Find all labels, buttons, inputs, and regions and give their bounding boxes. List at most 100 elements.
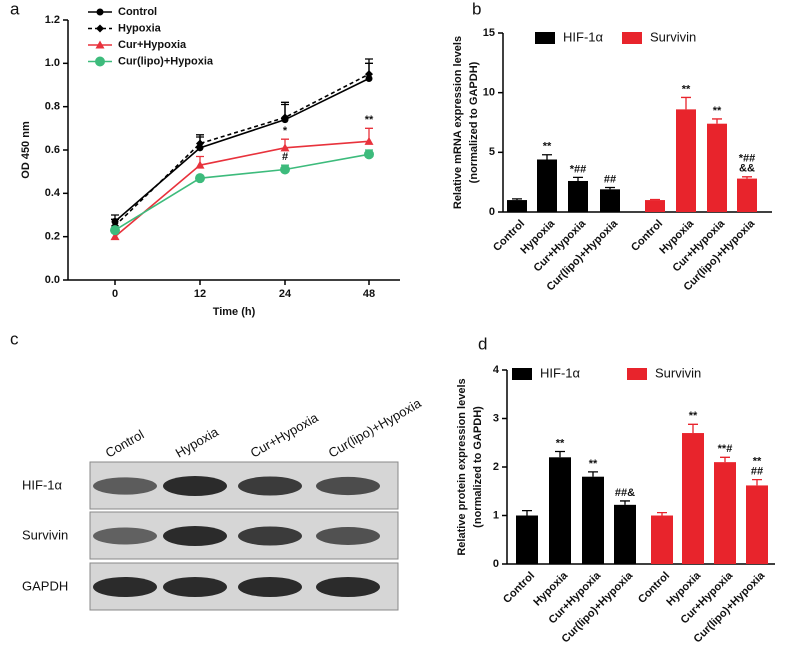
error-bar	[542, 154, 552, 160]
marker	[196, 139, 204, 148]
blot-band	[316, 527, 380, 545]
significance: ##	[604, 173, 616, 185]
y-axis-label: Relative mRNA expression levels	[452, 36, 464, 209]
y-tick-label: 4	[493, 364, 500, 376]
significance: **	[713, 105, 722, 117]
error-bar	[742, 176, 752, 179]
y-tick-label: 0.0	[45, 274, 60, 286]
significance: ##	[751, 466, 763, 478]
marker	[96, 24, 104, 33]
marker	[364, 136, 374, 145]
y-tick-label: 0.2	[45, 231, 60, 243]
legend-label: Cur(lipo)+Hypoxia	[118, 55, 214, 67]
lane-label: Cur(lipo)+Hypoxia	[326, 395, 425, 461]
y-tick-label: 0.4	[45, 187, 61, 199]
y-axis-label: (normalized to GAPDH)	[468, 61, 480, 183]
legend-swatch	[622, 32, 642, 44]
bar	[676, 109, 696, 212]
x-tick-label: 24	[279, 288, 292, 300]
line	[114, 73, 370, 227]
legend-swatch	[627, 368, 647, 380]
line	[114, 153, 370, 231]
significance: **#	[718, 443, 733, 455]
y-tick-label: 0.6	[45, 144, 60, 156]
bar	[507, 200, 527, 212]
bar	[568, 180, 588, 212]
marker	[110, 232, 120, 241]
row-label: Survivin	[22, 527, 68, 542]
marker	[365, 75, 373, 82]
bar	[651, 515, 673, 564]
bar	[707, 123, 727, 212]
panel-label: a	[10, 0, 20, 18]
blot-band	[163, 577, 227, 597]
legend-label: Survivin	[655, 365, 701, 380]
significance: **	[753, 456, 762, 468]
error-bar	[720, 456, 730, 463]
bar	[746, 485, 768, 564]
blot-band	[93, 577, 157, 597]
blot-band	[163, 476, 227, 496]
bar	[714, 462, 736, 564]
marker	[280, 143, 290, 152]
panel-label: d	[478, 334, 487, 353]
error-bar	[712, 118, 722, 124]
significance: **	[689, 410, 698, 422]
marker	[195, 173, 205, 184]
y-tick-label: 15	[483, 27, 495, 39]
legend-label: HIF-1α	[540, 365, 581, 380]
x-tick-label: 12	[194, 288, 206, 300]
significance: **	[556, 437, 565, 449]
error-bar	[555, 450, 565, 458]
error-bar	[752, 478, 762, 486]
blot-band	[316, 577, 380, 597]
y-axis-label: (normalized to GAPDH)	[472, 406, 484, 528]
blot-band	[238, 476, 302, 496]
marker	[110, 225, 120, 236]
y-tick-label: 3	[493, 412, 499, 424]
legend-label: Cur+Hypoxia	[118, 39, 187, 51]
significance: **	[589, 458, 598, 470]
significance: &&	[739, 163, 755, 175]
bar	[737, 178, 757, 212]
marker	[364, 149, 374, 160]
x-tick-label: 0	[112, 288, 118, 300]
error-bar	[588, 471, 598, 477]
panel-label: b	[472, 0, 481, 18]
bar	[582, 476, 604, 564]
lane-label: Hypoxia	[173, 424, 222, 461]
significance: **	[365, 114, 374, 126]
y-axis-label: OD 450 nm	[20, 121, 32, 179]
significance: *	[283, 125, 288, 137]
blot-band	[93, 527, 157, 545]
marker	[95, 40, 105, 49]
y-tick-label: 0.8	[45, 101, 60, 113]
marker	[281, 113, 289, 122]
y-tick-label: 0	[489, 206, 495, 218]
bar	[516, 515, 538, 564]
blot-band	[163, 526, 227, 546]
significance: *##	[739, 153, 756, 165]
error-bar	[605, 186, 615, 190]
significance: ##&	[615, 487, 635, 499]
y-tick-label: 1.2	[45, 14, 60, 26]
significance: #	[282, 151, 288, 163]
y-axis-label: Relative protein expression levels	[456, 378, 468, 555]
significance: **	[682, 83, 691, 95]
marker	[96, 8, 104, 16]
error-bar	[681, 96, 691, 110]
legend-label: HIF-1α	[563, 29, 604, 44]
row-label: HIF-1α	[22, 477, 63, 492]
blot-band	[93, 477, 157, 495]
bar	[645, 200, 665, 212]
y-tick-label: 2	[493, 461, 499, 473]
y-tick-label: 1	[493, 509, 499, 521]
y-tick-label: 1.0	[45, 57, 60, 69]
error-bar	[512, 198, 522, 201]
blot-band	[238, 577, 302, 597]
bar	[682, 433, 704, 564]
legend-label: Survivin	[650, 29, 696, 44]
line	[114, 140, 370, 238]
legend-label: Control	[118, 6, 157, 18]
